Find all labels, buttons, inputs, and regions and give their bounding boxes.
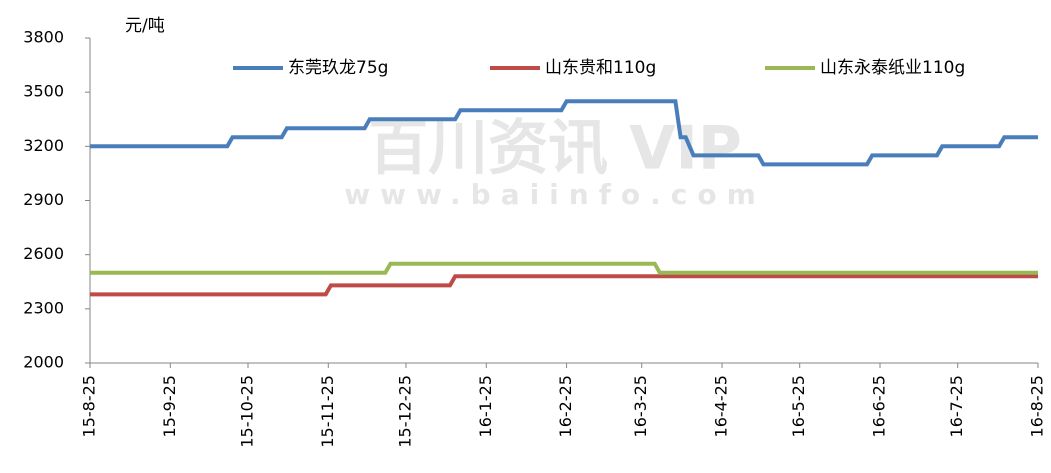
legend-label: 山东永泰纸业110g — [820, 58, 965, 78]
legend-label: 山东贵和110g — [545, 58, 656, 78]
y-tick-label: 3200 — [23, 136, 64, 155]
x-tick-label: 16-5-25 — [789, 375, 808, 437]
x-tick-label: 15-11-25 — [318, 375, 337, 448]
x-tick-label: 16-8-25 — [1028, 375, 1047, 437]
y-tick-label: 2000 — [23, 353, 64, 372]
watermark: 百川资讯 VIP — [368, 114, 742, 184]
x-tick-label: 16-6-25 — [870, 375, 889, 437]
x-tick-label: 15-12-25 — [396, 375, 415, 448]
x-tick-label: 16-7-25 — [947, 375, 966, 437]
watermark-url: www.baiinfo.com — [344, 178, 766, 211]
y-tick-label: 2900 — [23, 190, 64, 209]
x-tick-label: 16-2-25 — [556, 375, 575, 437]
y-tick-label: 3800 — [23, 28, 64, 47]
series-line — [90, 99, 1038, 167]
y-tick-label: 2600 — [23, 244, 64, 263]
y-tick-label: 2300 — [23, 298, 64, 317]
x-tick-label: 16-4-25 — [712, 375, 731, 437]
x-tick-label: 16-1-25 — [476, 375, 495, 437]
y-tick-label: 3500 — [23, 82, 64, 101]
series-line — [90, 261, 1038, 275]
x-tick-label: 15-8-25 — [80, 375, 99, 437]
x-tick-label: 16-3-25 — [631, 375, 650, 437]
y-axis-label: 元/吨 — [125, 16, 165, 36]
series-line — [90, 274, 1038, 297]
legend-label: 东莞玖龙75g — [288, 58, 388, 78]
x-tick-label: 15-9-25 — [160, 375, 179, 437]
x-tick-label: 15-10-25 — [238, 375, 257, 448]
